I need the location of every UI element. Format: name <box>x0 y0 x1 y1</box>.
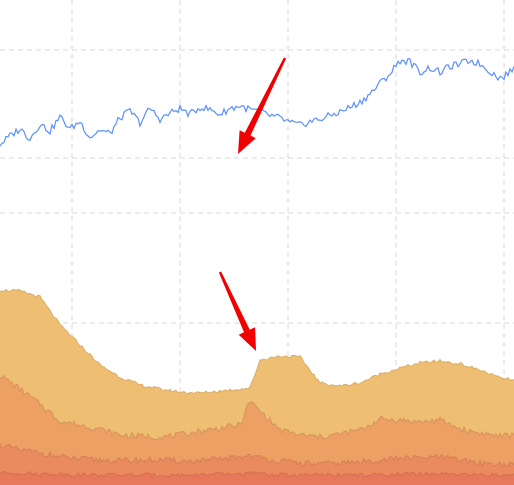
area-edge <box>0 288 514 395</box>
stacked-area-plot <box>0 288 514 485</box>
annotation-arrow <box>238 57 287 154</box>
area-edge <box>0 374 514 441</box>
annotation-arrows <box>218 57 287 351</box>
line-plot <box>0 58 514 147</box>
series-line <box>0 58 514 147</box>
area-band <box>0 375 514 485</box>
area-edge <box>0 470 514 478</box>
area-band <box>0 471 514 485</box>
annotation-arrow <box>218 271 256 351</box>
area-edge <box>0 443 514 469</box>
